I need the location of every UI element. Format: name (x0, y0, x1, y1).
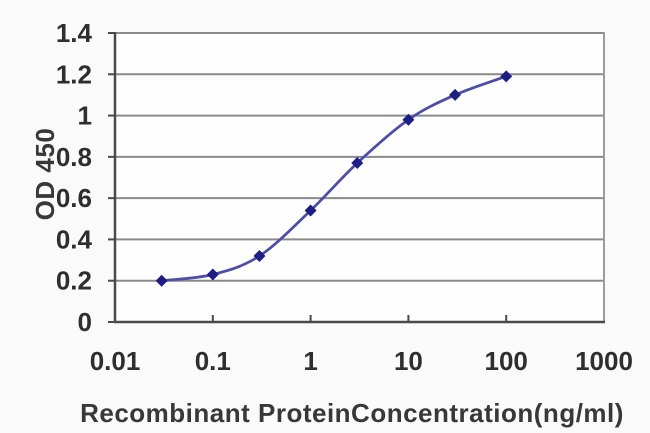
y-tick-label-0.8: 0.8 (56, 142, 92, 172)
x-tick-label-10: 10 (394, 346, 423, 376)
data-point-marker-30 (449, 88, 462, 101)
y-axis-title: OD 450 (30, 128, 60, 221)
chart-generated-layer: 0 0.2 0.4 0.6 0.8 1 1.2 1.4 0.01 0.1 1 10 100 1000 (56, 18, 633, 376)
y-tick-label-0.4: 0.4 (56, 224, 93, 254)
x-tick-label-1: 1 (303, 346, 317, 376)
plot-area (115, 33, 604, 322)
x-axis-title: Recombinant ProteinConcentration(ng/ml) (80, 398, 624, 428)
data-point-marker-1 (304, 204, 317, 217)
x-tick-label-100: 100 (485, 346, 528, 376)
y-tick-label-0.6: 0.6 (56, 183, 92, 213)
x-tick-label-0.1: 0.1 (195, 346, 231, 376)
data-point-marker-100 (500, 70, 513, 83)
data-point-marker-0.3 (253, 249, 266, 262)
y-tick-label-1.4: 1.4 (56, 18, 93, 48)
series-line (160, 74, 508, 283)
y-tick-label-0.2: 0.2 (56, 266, 92, 296)
x-tick-label-0.01: 0.01 (90, 346, 141, 376)
data-point-marker-10 (402, 113, 415, 126)
y-tick-label-1: 1 (78, 101, 92, 131)
x-tick-label-1000: 1000 (575, 346, 633, 376)
y-tick-label-1.2: 1.2 (56, 59, 92, 89)
y-tick-label-0: 0 (78, 307, 92, 337)
data-point-marker-3 (351, 157, 364, 170)
data-point-marker-0.1 (206, 268, 219, 281)
data-point-marker-0.03 (155, 274, 168, 287)
